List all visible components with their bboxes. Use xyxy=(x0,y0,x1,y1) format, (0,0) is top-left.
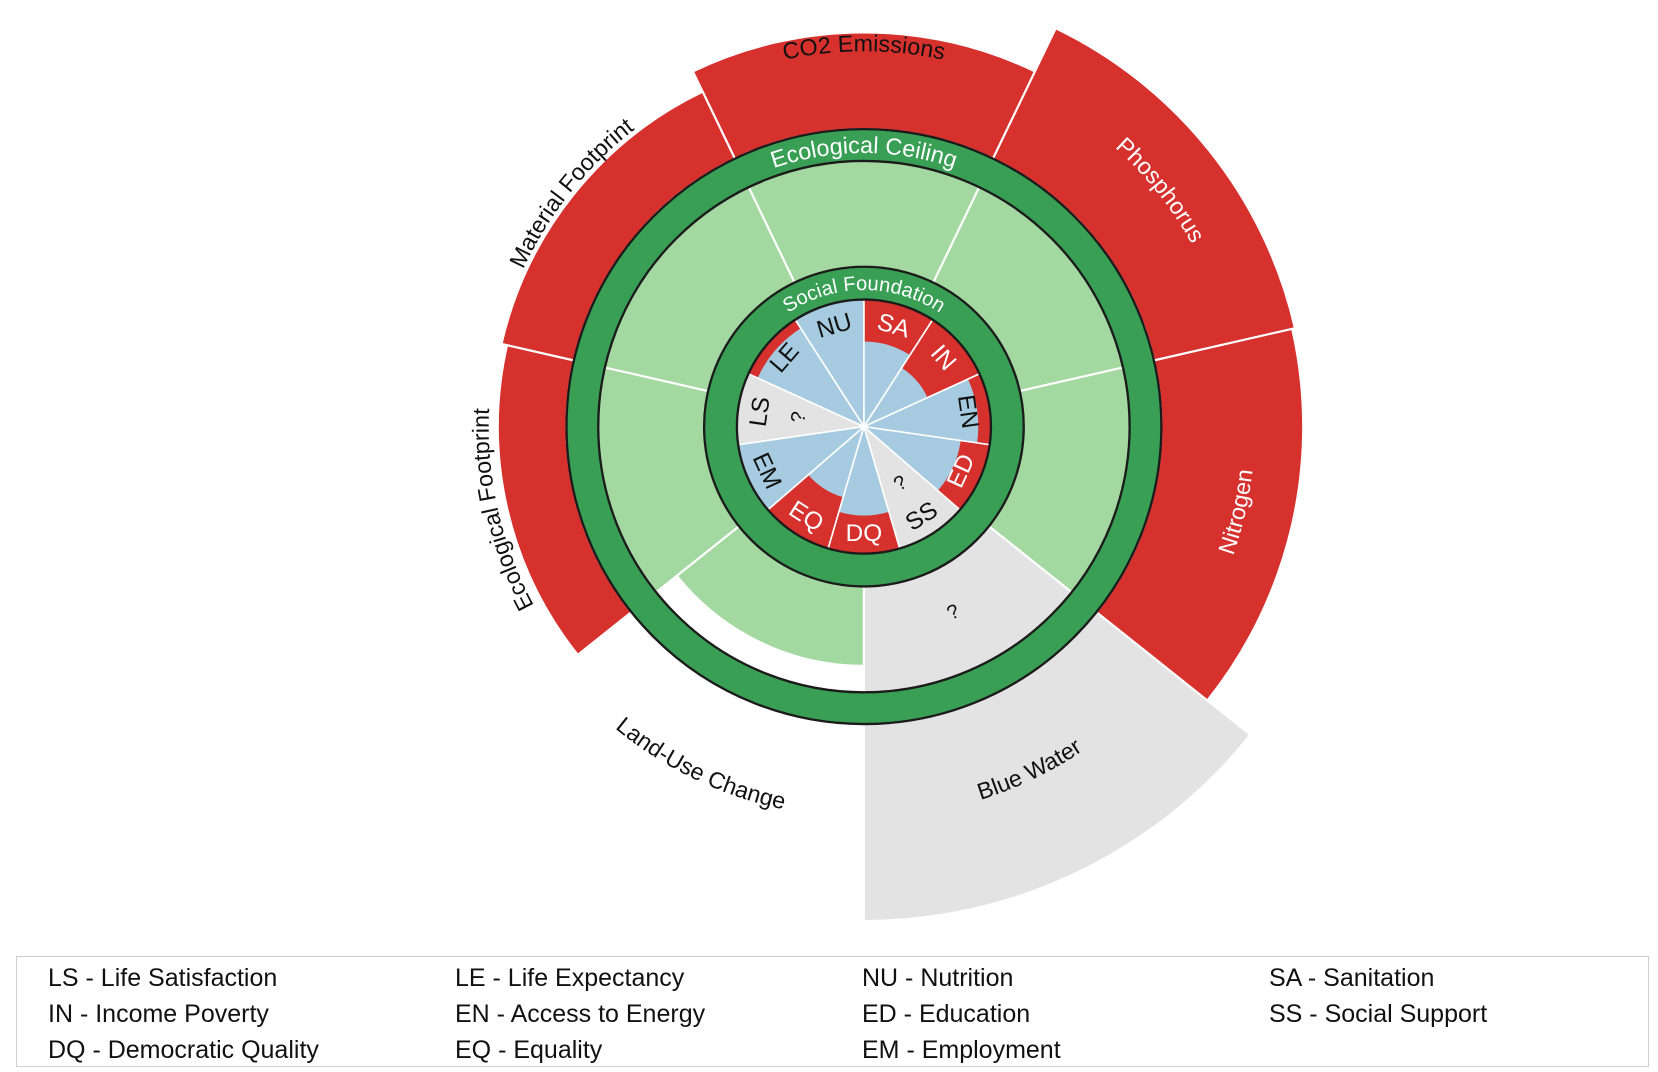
achieved-slice-em xyxy=(738,426,864,510)
indicator-code-en: EN xyxy=(952,393,984,430)
slice-divider xyxy=(827,426,865,549)
slice-divider xyxy=(863,319,934,428)
ecological-ceiling-ring-outer-edge xyxy=(565,127,1163,726)
legend-item-le: LE - Life Expectancy xyxy=(455,964,685,992)
ecological-ceiling-ring xyxy=(566,129,1162,725)
boundary-rings xyxy=(565,127,1163,726)
slice-divider xyxy=(863,426,901,549)
achieved-slice-in xyxy=(863,367,928,427)
achieved-slice-ed xyxy=(863,426,961,491)
social-foundation-ring xyxy=(704,266,1024,587)
legend-item-sa: SA - Sanitation xyxy=(1269,964,1435,992)
legend-item-ed: ED - Education xyxy=(862,1000,1031,1028)
overshoot-wedges xyxy=(496,26,1305,702)
slice-divider xyxy=(863,373,980,428)
no-data-slice-ss xyxy=(863,426,960,549)
ecological-ceiling-ring-inner-edge xyxy=(597,159,1131,694)
dimension-label-land-use-change: Land-Use Change xyxy=(612,712,788,815)
slice-divider xyxy=(767,425,865,511)
indicator-code-dq: DQ xyxy=(846,520,883,547)
indicator-code-ls: LS xyxy=(745,395,776,428)
slice-divider xyxy=(863,425,990,446)
legend-item-dq: DQ - Democratic Quality xyxy=(48,1036,319,1064)
dimension-label-text-land-use-change: Land-Use Change xyxy=(612,712,788,815)
social-foundation-ring-inner-edge xyxy=(735,298,993,555)
legend-item-en: EN - Access to Energy xyxy=(455,1000,706,1028)
achieved-slice-en xyxy=(863,379,979,443)
achieved-slice-dq xyxy=(838,426,889,516)
legend: LS - Life Satisfaction LE - Life Expecta… xyxy=(16,956,1649,1067)
legend-item-in: IN - Income Poverty xyxy=(48,1000,269,1028)
achieved-slice-nu xyxy=(795,299,864,427)
slice-divider xyxy=(863,425,961,511)
legend-item-em: EM - Employment xyxy=(862,1036,1061,1064)
achieved-slice-le xyxy=(757,328,864,427)
slice-divider xyxy=(738,425,865,446)
social-foundation-slices xyxy=(736,299,991,554)
legend-item-nu: NU - Nutrition xyxy=(862,964,1014,992)
achieved-slice-eq xyxy=(808,426,864,498)
slice-divider xyxy=(794,319,865,428)
social-foundation-ring-outer-edge xyxy=(702,265,1025,588)
no-data-slice-ls xyxy=(736,373,864,445)
legend-item-eq: EQ - Equality xyxy=(455,1036,603,1064)
legend-item-ls: LS - Life Satisfaction xyxy=(48,964,278,992)
no-data-marker-ls: ? xyxy=(787,410,810,424)
slice-divider xyxy=(748,373,865,428)
legend-item-ss: SS - Social Support xyxy=(1269,1000,1488,1028)
achieved-slice-sa xyxy=(863,341,910,427)
